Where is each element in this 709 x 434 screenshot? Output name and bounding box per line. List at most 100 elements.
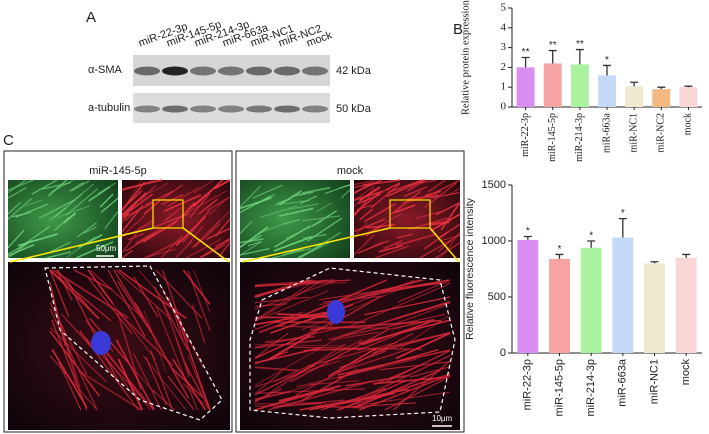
significance-label: * bbox=[605, 55, 609, 66]
fiber bbox=[208, 210, 231, 233]
bar bbox=[644, 263, 665, 353]
blot-band bbox=[246, 66, 272, 76]
blot-band bbox=[218, 66, 244, 76]
fiber bbox=[278, 207, 314, 217]
fiber bbox=[260, 205, 298, 218]
fiber bbox=[282, 249, 299, 256]
fiber bbox=[357, 241, 384, 254]
blot-row-label: α-SMA bbox=[88, 64, 123, 76]
fiber bbox=[386, 350, 451, 383]
x-tick-label: miR-214-3p bbox=[574, 113, 585, 162]
image-frame bbox=[235, 150, 465, 433]
zoom-box bbox=[389, 199, 431, 229]
cell-outline bbox=[249, 267, 456, 419]
fiber bbox=[363, 179, 401, 186]
fiber bbox=[162, 301, 191, 376]
fiber bbox=[52, 269, 129, 319]
y-axis-title: Relative protein expression bbox=[460, 0, 471, 115]
fiber bbox=[427, 179, 447, 193]
zoom-line bbox=[182, 227, 230, 263]
fiber bbox=[324, 184, 351, 194]
fiber bbox=[407, 194, 439, 200]
fiber bbox=[67, 280, 120, 385]
fiber bbox=[440, 201, 461, 231]
fiber bbox=[81, 371, 142, 411]
blot-band bbox=[246, 105, 272, 113]
fiber bbox=[416, 211, 442, 219]
error-bar bbox=[587, 240, 596, 248]
bar bbox=[612, 237, 634, 353]
fiber bbox=[187, 225, 204, 245]
fiber bbox=[121, 249, 134, 259]
fiber bbox=[328, 347, 377, 378]
fiber bbox=[150, 350, 173, 409]
fiber bbox=[336, 377, 434, 411]
panel-label: A bbox=[86, 9, 96, 26]
fiber bbox=[239, 226, 269, 248]
fiber bbox=[390, 318, 436, 330]
y-tick-label: 0 bbox=[501, 101, 507, 113]
zoom-line bbox=[241, 227, 391, 263]
fiber bbox=[365, 224, 383, 237]
fiber bbox=[113, 269, 144, 318]
fiber bbox=[75, 241, 114, 259]
fiber bbox=[279, 190, 302, 206]
fiber bbox=[135, 228, 161, 245]
blot-size: 50 kDa bbox=[336, 103, 372, 115]
y-tick-label: 4 bbox=[501, 21, 507, 33]
fiber bbox=[87, 269, 114, 304]
fiber bbox=[121, 179, 157, 192]
fiber bbox=[134, 302, 190, 399]
fiber bbox=[384, 375, 451, 411]
fiber bbox=[439, 234, 461, 242]
fiber bbox=[127, 232, 144, 241]
x-tick-label: miR-22-3p bbox=[520, 113, 531, 157]
fiber bbox=[273, 236, 312, 252]
fiber bbox=[254, 279, 339, 310]
fiber bbox=[248, 234, 263, 243]
fiber bbox=[79, 330, 139, 411]
bar bbox=[549, 258, 570, 353]
cell-outline bbox=[44, 265, 223, 421]
fiber bbox=[147, 238, 183, 258]
blot-band bbox=[190, 66, 216, 76]
fiber bbox=[372, 332, 451, 354]
fiber bbox=[363, 202, 397, 223]
fiber bbox=[394, 204, 416, 214]
fiber bbox=[308, 380, 359, 386]
fiber bbox=[89, 269, 144, 319]
error-bar bbox=[603, 64, 611, 76]
fiber bbox=[440, 232, 461, 259]
fiber bbox=[404, 186, 428, 197]
fiber bbox=[351, 402, 416, 408]
fiber bbox=[186, 190, 227, 214]
fiber bbox=[17, 225, 51, 250]
fiber bbox=[390, 190, 422, 215]
fiber bbox=[346, 283, 451, 329]
fiber bbox=[218, 241, 231, 258]
fiber bbox=[48, 207, 67, 222]
fiber bbox=[435, 242, 461, 259]
fiber bbox=[254, 279, 314, 298]
fiber bbox=[395, 332, 451, 360]
fiber bbox=[121, 179, 143, 211]
fiber bbox=[353, 188, 391, 200]
blot-size: 42 kDa bbox=[336, 65, 372, 77]
fiber bbox=[268, 380, 373, 411]
fiber bbox=[148, 182, 169, 194]
fiber bbox=[272, 247, 312, 259]
fiber bbox=[254, 326, 322, 360]
fiber bbox=[144, 190, 174, 206]
fiber bbox=[383, 240, 403, 250]
fiber bbox=[358, 374, 451, 411]
fiber bbox=[73, 269, 113, 291]
fiber bbox=[41, 182, 72, 190]
bar bbox=[580, 247, 602, 353]
fiber bbox=[107, 269, 146, 337]
fiber bbox=[167, 186, 200, 208]
zoom-line bbox=[9, 227, 154, 263]
fiber bbox=[142, 355, 187, 411]
fiber bbox=[121, 204, 144, 233]
fiber bbox=[307, 341, 398, 367]
fiber bbox=[142, 220, 178, 243]
